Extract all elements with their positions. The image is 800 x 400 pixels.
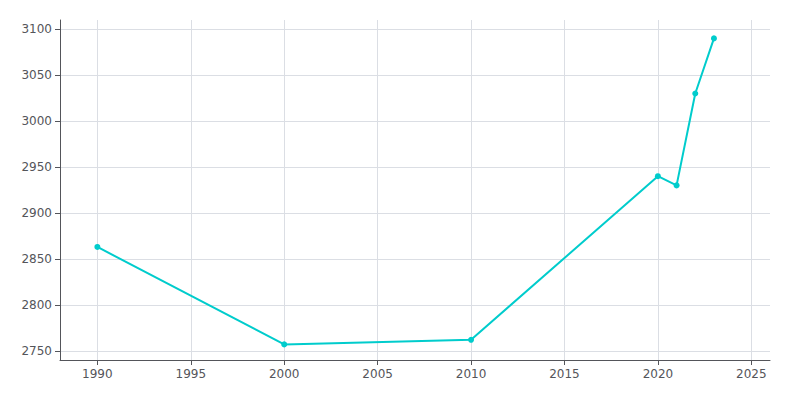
svg-text:2800: 2800 <box>21 298 52 312</box>
svg-text:2850: 2850 <box>21 252 52 266</box>
svg-text:3000: 3000 <box>21 114 52 128</box>
svg-text:2010: 2010 <box>456 367 487 381</box>
svg-text:3100: 3100 <box>21 22 52 36</box>
svg-text:1995: 1995 <box>176 367 207 381</box>
svg-text:2025: 2025 <box>736 367 767 381</box>
svg-text:2950: 2950 <box>21 160 52 174</box>
svg-text:2015: 2015 <box>549 367 580 381</box>
svg-text:1990: 1990 <box>82 367 113 381</box>
svg-text:2900: 2900 <box>21 206 52 220</box>
svg-text:2005: 2005 <box>362 367 393 381</box>
svg-text:2750: 2750 <box>21 344 52 358</box>
svg-text:3050: 3050 <box>21 68 52 82</box>
svg-text:2020: 2020 <box>643 367 674 381</box>
svg-text:2000: 2000 <box>269 367 300 381</box>
